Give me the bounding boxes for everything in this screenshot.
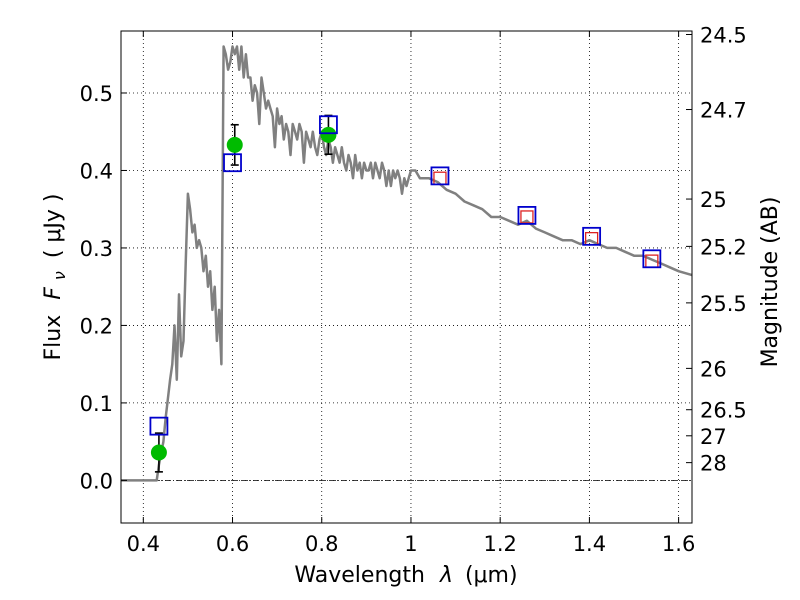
y-axis-label-symbol: F bbox=[41, 287, 66, 300]
x-tick-label: 1 bbox=[404, 532, 417, 556]
model-square-marker bbox=[430, 166, 450, 186]
plot-background bbox=[121, 31, 692, 523]
tick-labels: 0.4 0.6 0.8 1 1.2 1.4 1.6 0.0 0.1 0.2 0.3 0.4 0.5 24.… bbox=[80, 24, 747, 556]
y2-axis-label: Magnitude (AB) bbox=[758, 197, 783, 368]
y-axis-label-unit: ( μJy ) bbox=[41, 194, 66, 259]
x-axis-label: Wavelength λ (μm) bbox=[294, 563, 517, 588]
mag-tick-label: 27 bbox=[700, 425, 727, 449]
model-square-marker bbox=[642, 249, 662, 269]
y-tick-label: 0.2 bbox=[80, 314, 113, 338]
x-tick-label: 0.8 bbox=[305, 532, 338, 556]
y-axis-label-text: Flux bbox=[41, 315, 66, 361]
x-axis-label-unit: (μm) bbox=[465, 563, 518, 588]
observed-point bbox=[150, 444, 167, 461]
model-square-marker bbox=[517, 206, 537, 225]
y-tick-label: 0.3 bbox=[80, 237, 113, 261]
y-tick-label: 0.0 bbox=[80, 469, 113, 493]
mag-tick-label: 28 bbox=[700, 452, 727, 476]
model-square-marker bbox=[582, 226, 602, 246]
y-tick-label: 0.1 bbox=[80, 392, 113, 416]
plot-frame bbox=[120, 30, 693, 524]
x-tick-label: 1.2 bbox=[483, 532, 516, 556]
x-axis-label-text: Wavelength bbox=[294, 563, 425, 588]
model-square-marker bbox=[149, 416, 169, 436]
mag-tick-label: 24.7 bbox=[700, 99, 747, 123]
ticks bbox=[121, 31, 692, 523]
model-square-marker bbox=[319, 115, 338, 135]
x-tick-label: 0.6 bbox=[216, 532, 249, 556]
x-tick-label: 1.4 bbox=[573, 532, 606, 556]
y-axis-label: Flux F ν ( μJy ) bbox=[41, 194, 71, 361]
mag-tick-label: 26.5 bbox=[700, 399, 747, 423]
mag-tick-label: 25.2 bbox=[700, 235, 747, 259]
x-tick-label: 0.4 bbox=[127, 532, 160, 556]
y-axis-label-subscript: ν bbox=[50, 271, 69, 280]
x-tick-label: 1.6 bbox=[662, 532, 695, 556]
x-axis-label-symbol: λ bbox=[439, 563, 453, 588]
inner-square-marker bbox=[520, 210, 534, 224]
mag-tick-label: 26 bbox=[700, 357, 727, 381]
mag-tick-label: 25.5 bbox=[700, 292, 747, 316]
observed-point bbox=[320, 126, 337, 143]
mag-tick-label: 24.5 bbox=[700, 24, 747, 48]
observed-point bbox=[226, 136, 243, 153]
y-tick-label: 0.5 bbox=[80, 82, 113, 106]
y-tick-label: 0.4 bbox=[80, 159, 113, 183]
mag-tick-label: 25 bbox=[700, 188, 727, 212]
model-square-marker bbox=[223, 153, 242, 173]
marker-layer bbox=[149, 114, 662, 473]
